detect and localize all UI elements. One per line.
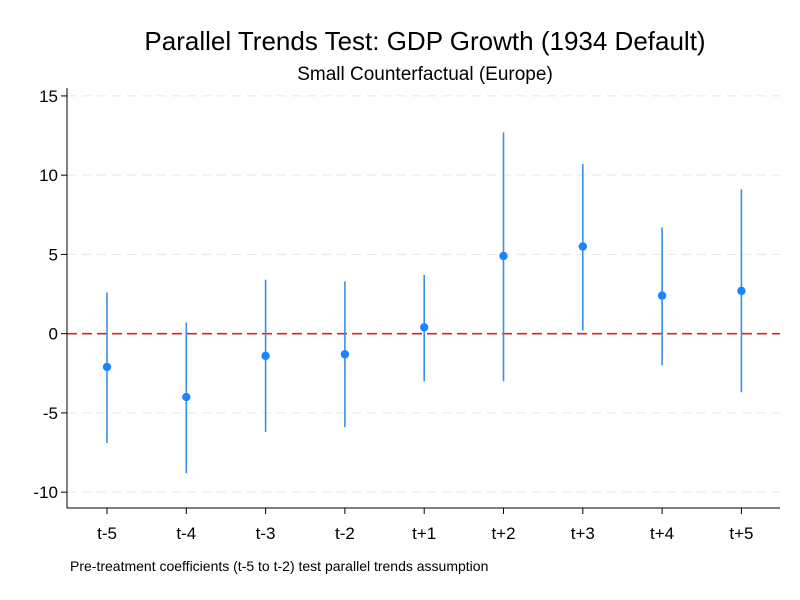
x-tick-label: t+3 xyxy=(571,524,595,543)
y-tick-label: 15 xyxy=(39,87,58,106)
chart-title: Parallel Trends Test: GDP Growth (1934 D… xyxy=(144,26,705,56)
x-tick-label: t+5 xyxy=(729,524,753,543)
point-estimate xyxy=(499,251,508,261)
y-tick-label: 5 xyxy=(49,245,58,264)
point-estimate xyxy=(657,291,667,300)
point-estimate xyxy=(182,392,191,402)
y-tick-label: 10 xyxy=(39,166,58,185)
point-estimate xyxy=(420,323,429,332)
x-tick-label: t-3 xyxy=(256,524,276,543)
point-estimate xyxy=(261,351,270,361)
point-estimate xyxy=(102,362,112,372)
x-tick-label: t+2 xyxy=(491,524,515,543)
point-estimate xyxy=(340,350,350,359)
y-tick-label: 0 xyxy=(49,325,58,344)
axis-layer: -10 -5 0 5 10 15 t-5 t-4 t-3 t-2 t+1 t+2 t+3 t+4 t+5 xyxy=(33,87,780,543)
point-estimate xyxy=(737,286,746,296)
y-tick-label: -5 xyxy=(43,404,58,423)
chart-note: Pre-treatment coefficients (t-5 to t-2) … xyxy=(70,558,488,574)
x-tick-label: t-2 xyxy=(335,524,355,543)
x-tick-label: t-5 xyxy=(97,524,117,543)
x-tick-label: t+1 xyxy=(412,524,436,543)
chart-subtitle: Small Counterfactual (Europe) xyxy=(297,64,553,85)
point-estimate xyxy=(578,242,587,251)
marks-layer xyxy=(102,132,746,474)
y-tick-label: -10 xyxy=(33,483,58,502)
x-tick-label: t-4 xyxy=(176,524,196,543)
x-tick-label: t+4 xyxy=(650,524,674,543)
